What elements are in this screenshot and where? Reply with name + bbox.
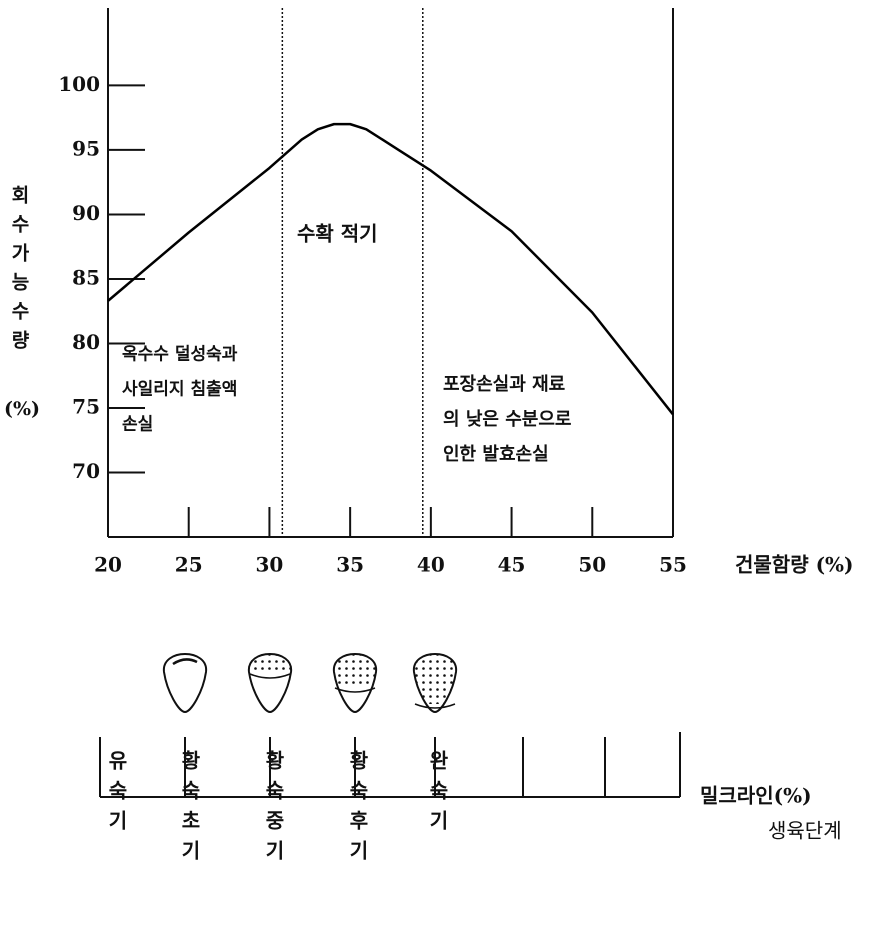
annotation: 인한 발효손실 [443,444,549,465]
stage-label: 생육단계 [768,819,842,843]
annotation: 수확 적기 [297,222,378,246]
stage: 황숙후기 [346,750,370,870]
y-tick-label: 100 [58,72,100,96]
x-tick-label: 20 [94,553,122,577]
x-tick-label: 25 [175,553,203,577]
y-tick-label: 95 [72,136,100,160]
milk-line-label: 밀크라인(%) [700,784,812,808]
kernel [332,653,378,714]
annotation: 사일리지 침출액 [122,379,237,400]
x-tick-label: 45 [498,553,526,577]
x-axis-label: 건물함량 (%) [735,553,854,577]
annotation: 의 낮은 수분으로 [443,409,571,430]
x-tick-label: 30 [256,553,284,577]
stage: 황숙중기 [262,750,286,870]
x-tick-label: 55 [659,553,687,577]
y-tick-label: 90 [72,201,100,225]
kernels [162,653,458,714]
y-tick-label: 85 [72,265,100,289]
y-axis-label: 회수가능수량 [8,185,30,359]
line [107,122,674,416]
y-tick-label: 70 [72,459,100,483]
stage: 완숙기 [426,750,450,840]
annotation: 손실 [122,415,153,435]
y-axis-unit: (%) [4,398,40,420]
kernel-milk-line [172,658,198,666]
kernel-starch [248,654,292,674]
stage: 황숙초기 [178,750,202,870]
kernel-starch [333,654,377,688]
stage: 유숙기 [105,750,129,840]
y-tick-label: 75 [72,394,100,418]
kernel-milk-line [334,687,376,693]
kernel-milk-line [414,703,456,709]
x-tick-label: 40 [417,553,445,577]
x-tick-label: 50 [578,553,606,577]
x-tick-label: 35 [336,553,364,577]
annotation: 옥수수 덜성숙과 [122,345,238,365]
kernel [162,653,208,714]
kernel [412,653,458,714]
annotation: 포장손실과 재료 [443,374,565,395]
kernel [247,653,293,714]
y-tick-label: 80 [72,330,100,354]
kernel-milk-line [249,673,291,679]
kernel-starch [413,654,457,704]
